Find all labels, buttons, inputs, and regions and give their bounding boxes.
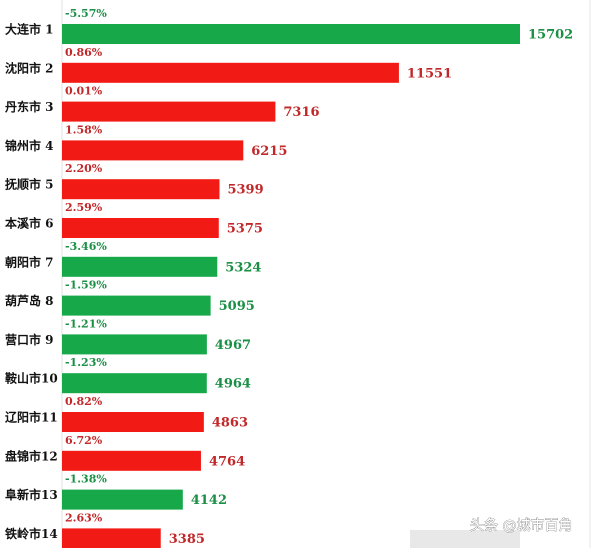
growth-label: -3.46% — [65, 240, 107, 253]
growth-label: -5.57% — [65, 7, 107, 20]
growth-label: 2.63% — [65, 511, 103, 524]
value-label: 4764 — [209, 454, 245, 469]
bar — [62, 179, 220, 200]
value-label: 7316 — [283, 105, 319, 120]
value-label: 11551 — [407, 66, 452, 81]
category-label: 营口市 9 — [5, 332, 54, 347]
category-label: 葫芦岛 8 — [5, 293, 54, 308]
bar — [62, 334, 207, 355]
growth-label: -1.21% — [65, 317, 107, 330]
value-label: 3385 — [169, 532, 205, 547]
growth-label: 2.59% — [65, 201, 103, 214]
value-label: 6215 — [251, 144, 287, 159]
growth-label: -1.38% — [65, 473, 107, 486]
value-label: 15702 — [528, 28, 573, 43]
value-label: 4967 — [215, 338, 251, 353]
bar — [62, 450, 201, 471]
growth-label: 0.82% — [65, 395, 103, 408]
growth-label: 2.20% — [65, 162, 103, 175]
bar — [62, 256, 218, 277]
category-label: 铁岭市14 — [5, 526, 58, 541]
bar — [62, 489, 183, 510]
category-label: 抚顺市 5 — [5, 177, 54, 192]
category-label: 丹东市 3 — [5, 99, 54, 114]
watermark: 头条 @城市百角 — [470, 517, 572, 534]
growth-label: 0.01% — [65, 85, 103, 98]
value-label: 5375 — [227, 222, 263, 237]
category-label: 本溪市 6 — [5, 216, 54, 231]
bar — [62, 101, 276, 122]
blur-block — [410, 530, 520, 548]
category-label: 沈阳市 2 — [5, 60, 54, 75]
growth-label: 1.58% — [65, 123, 103, 136]
bar — [62, 295, 211, 316]
value-label: 5399 — [227, 183, 263, 198]
growth-label: -1.59% — [65, 279, 107, 292]
category-label: 盘锦市12 — [5, 448, 58, 463]
bar — [62, 218, 219, 238]
category-label: 辽阳市11 — [5, 410, 58, 425]
category-label: 朝阳市 7 — [5, 254, 54, 269]
growth-label: 6.72% — [65, 434, 103, 447]
value-label: 4863 — [212, 416, 248, 431]
bar — [62, 24, 520, 44]
value-label: 5095 — [219, 299, 255, 314]
category-label: 大连市 1 — [5, 22, 54, 37]
value-label: 4964 — [215, 377, 251, 392]
category-label: 锦州市 4 — [5, 138, 54, 153]
growth-label: -1.23% — [65, 356, 107, 369]
value-label: 5324 — [225, 260, 261, 275]
growth-label: 0.86% — [65, 46, 103, 59]
bar — [62, 140, 244, 161]
bar — [62, 528, 161, 548]
value-label: 4142 — [191, 493, 227, 508]
bar — [62, 62, 399, 83]
category-label: 阜新市13 — [5, 487, 58, 502]
bar — [62, 373, 207, 394]
category-label: 鞍山市10 — [5, 371, 58, 386]
bar — [62, 412, 204, 432]
